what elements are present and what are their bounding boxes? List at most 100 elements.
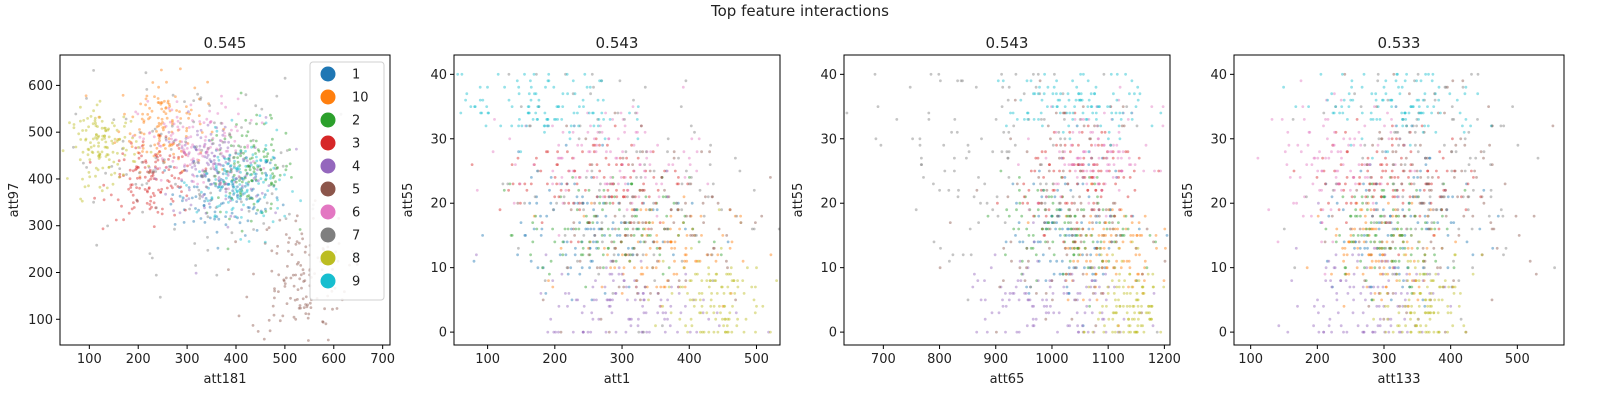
data-point-class-1 [1101, 272, 1105, 276]
data-point-class-7 [956, 79, 959, 83]
data-point-class-9 [1338, 111, 1341, 115]
data-point-class-4 [217, 176, 221, 179]
data-point-class-4 [210, 142, 214, 146]
data-point-class-4 [1405, 272, 1409, 276]
data-point-class-8 [1447, 285, 1451, 289]
data-point-class-5 [1430, 188, 1433, 192]
data-point-class-9 [529, 98, 533, 102]
data-point-class-2 [1401, 234, 1404, 237]
y-tick-label: 40 [820, 68, 837, 83]
data-point-class-9 [577, 124, 580, 128]
data-point-class-9 [1029, 79, 1033, 83]
data-point-class-4 [973, 272, 976, 276]
data-point-class-4 [1019, 279, 1023, 282]
data-point-class-7 [1413, 79, 1416, 83]
data-point-class-4 [1339, 324, 1343, 328]
data-point-class-6 [1316, 169, 1320, 173]
data-point-class-4 [1313, 304, 1316, 308]
data-point-class-3 [151, 191, 155, 195]
data-point-class-9 [1404, 118, 1408, 121]
data-point-class-3 [114, 218, 118, 222]
data-point-class-4 [557, 330, 560, 334]
data-point-class-2 [667, 266, 671, 270]
data-point-class-4 [622, 279, 626, 282]
data-point-class-5 [1442, 195, 1445, 199]
data-point-class-10 [1143, 266, 1146, 270]
data-point-class-7 [1489, 188, 1493, 192]
data-point-class-6 [157, 141, 161, 145]
data-point-class-7 [1471, 266, 1474, 270]
data-point-class-6 [623, 130, 626, 134]
data-point-class-10 [187, 116, 191, 120]
data-point-class-10 [603, 246, 606, 250]
data-point-class-4 [1348, 285, 1352, 289]
data-point-class-8 [700, 279, 704, 282]
data-point-class-7 [213, 121, 216, 125]
data-point-class-6 [1097, 156, 1101, 160]
data-point-class-9 [259, 177, 263, 181]
data-point-class-8 [134, 140, 138, 143]
data-point-class-1 [1037, 214, 1041, 218]
data-point-class-3 [179, 185, 183, 189]
data-point-class-9 [1463, 92, 1467, 96]
data-point-class-6 [671, 163, 675, 167]
data-point-class-2 [272, 183, 276, 187]
data-point-class-10 [647, 221, 651, 225]
data-point-class-6 [209, 120, 213, 124]
data-point-class-4 [198, 144, 202, 148]
data-point-class-2 [577, 227, 581, 231]
data-point-class-1 [227, 182, 231, 186]
data-point-class-8 [103, 134, 106, 138]
data-point-class-2 [1098, 246, 1102, 250]
data-point-class-6 [177, 128, 181, 132]
data-point-class-4 [1334, 253, 1338, 257]
data-point-class-4 [576, 298, 580, 302]
data-point-class-10 [714, 259, 718, 263]
data-point-class-9 [1005, 124, 1008, 128]
data-point-class-4 [656, 311, 660, 315]
data-point-class-7 [698, 188, 702, 192]
data-point-class-5 [323, 307, 326, 311]
data-point-class-1 [1068, 246, 1072, 250]
data-point-class-1 [1055, 259, 1059, 263]
data-point-class-10 [138, 175, 142, 179]
data-point-class-4 [230, 167, 233, 171]
data-point-class-1 [1409, 214, 1413, 218]
data-point-class-10 [1113, 227, 1117, 231]
data-point-class-2 [260, 171, 264, 175]
data-point-class-7 [196, 92, 200, 96]
data-point-class-4 [677, 292, 681, 295]
data-point-class-9 [464, 98, 467, 102]
data-point-class-6 [202, 181, 206, 184]
legend-label-2: 2 [352, 114, 360, 129]
data-point-class-2 [232, 156, 236, 159]
data-point-class-3 [140, 144, 144, 148]
data-point-class-4 [218, 139, 222, 142]
data-point-class-8 [1128, 272, 1132, 276]
data-point-class-8 [1150, 317, 1153, 321]
data-point-class-1 [1401, 246, 1405, 250]
data-point-class-8 [95, 103, 99, 107]
data-point-class-9 [222, 167, 226, 171]
data-point-class-5 [1443, 330, 1447, 334]
data-point-class-5 [1095, 201, 1099, 205]
data-point-class-6 [1095, 124, 1099, 128]
data-point-class-8 [1397, 324, 1401, 328]
data-point-class-3 [518, 182, 521, 186]
data-point-class-6 [199, 152, 203, 156]
data-point-class-7 [283, 76, 287, 80]
data-point-class-4 [999, 285, 1003, 289]
data-point-class-2 [580, 240, 583, 244]
data-point-class-5 [335, 307, 339, 310]
data-point-class-1 [676, 201, 680, 205]
data-point-class-2 [1432, 221, 1436, 225]
chart-3: 700 800 900 1000 1100 12000102030400.543att65… [791, 34, 1181, 387]
data-point-class-7 [240, 126, 243, 129]
data-point-class-10 [662, 285, 666, 289]
data-point-class-5 [282, 279, 286, 283]
data-point-class-4 [594, 279, 597, 282]
data-point-class-8 [721, 317, 724, 321]
data-point-class-2 [259, 168, 263, 172]
data-point-class-1 [1446, 266, 1450, 270]
data-point-class-7 [1007, 85, 1011, 89]
